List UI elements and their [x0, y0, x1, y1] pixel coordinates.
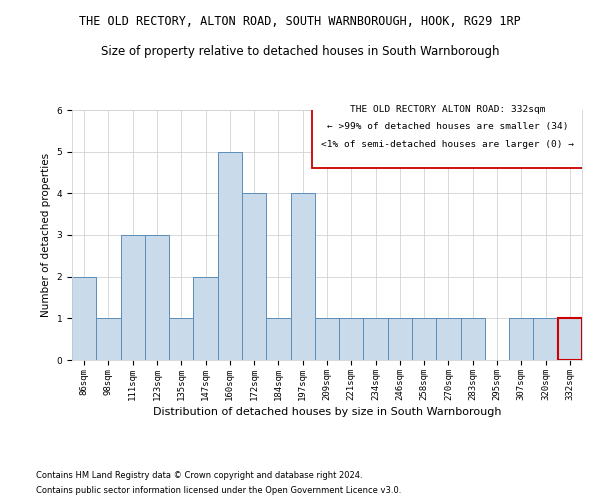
Bar [436, 318, 461, 360]
X-axis label: Distribution of detached houses by size in South Warnborough: Distribution of detached houses by size … [153, 407, 501, 417]
Bar [266, 318, 290, 360]
Bar [169, 318, 193, 360]
Bar [193, 276, 218, 360]
Bar [364, 318, 388, 360]
Text: Contains public sector information licensed under the Open Government Licence v3: Contains public sector information licen… [36, 486, 401, 495]
Bar [290, 194, 315, 360]
Text: Size of property relative to detached houses in South Warnborough: Size of property relative to detached ho… [101, 45, 499, 58]
Y-axis label: Number of detached properties: Number of detached properties [41, 153, 51, 317]
Bar [388, 318, 412, 360]
Bar [218, 152, 242, 360]
Bar [96, 318, 121, 360]
Text: ← >99% of detached houses are smaller (34): ← >99% of detached houses are smaller (3… [327, 122, 569, 132]
Text: THE OLD RECTORY, ALTON ROAD, SOUTH WARNBOROUGH, HOOK, RG29 1RP: THE OLD RECTORY, ALTON ROAD, SOUTH WARNB… [79, 15, 521, 28]
Text: <1% of semi-detached houses are larger (0) →: <1% of semi-detached houses are larger (… [322, 140, 574, 149]
Bar [315, 318, 339, 360]
Bar [145, 235, 169, 360]
Bar [242, 194, 266, 360]
Text: Contains HM Land Registry data © Crown copyright and database right 2024.: Contains HM Land Registry data © Crown c… [36, 471, 362, 480]
Bar [72, 276, 96, 360]
Bar [412, 318, 436, 360]
Bar [509, 318, 533, 360]
Bar [339, 318, 364, 360]
Bar [121, 235, 145, 360]
Bar [558, 318, 582, 360]
Bar [461, 318, 485, 360]
FancyBboxPatch shape [313, 98, 583, 168]
Bar [533, 318, 558, 360]
Text: THE OLD RECTORY ALTON ROAD: 332sqm: THE OLD RECTORY ALTON ROAD: 332sqm [350, 105, 545, 114]
